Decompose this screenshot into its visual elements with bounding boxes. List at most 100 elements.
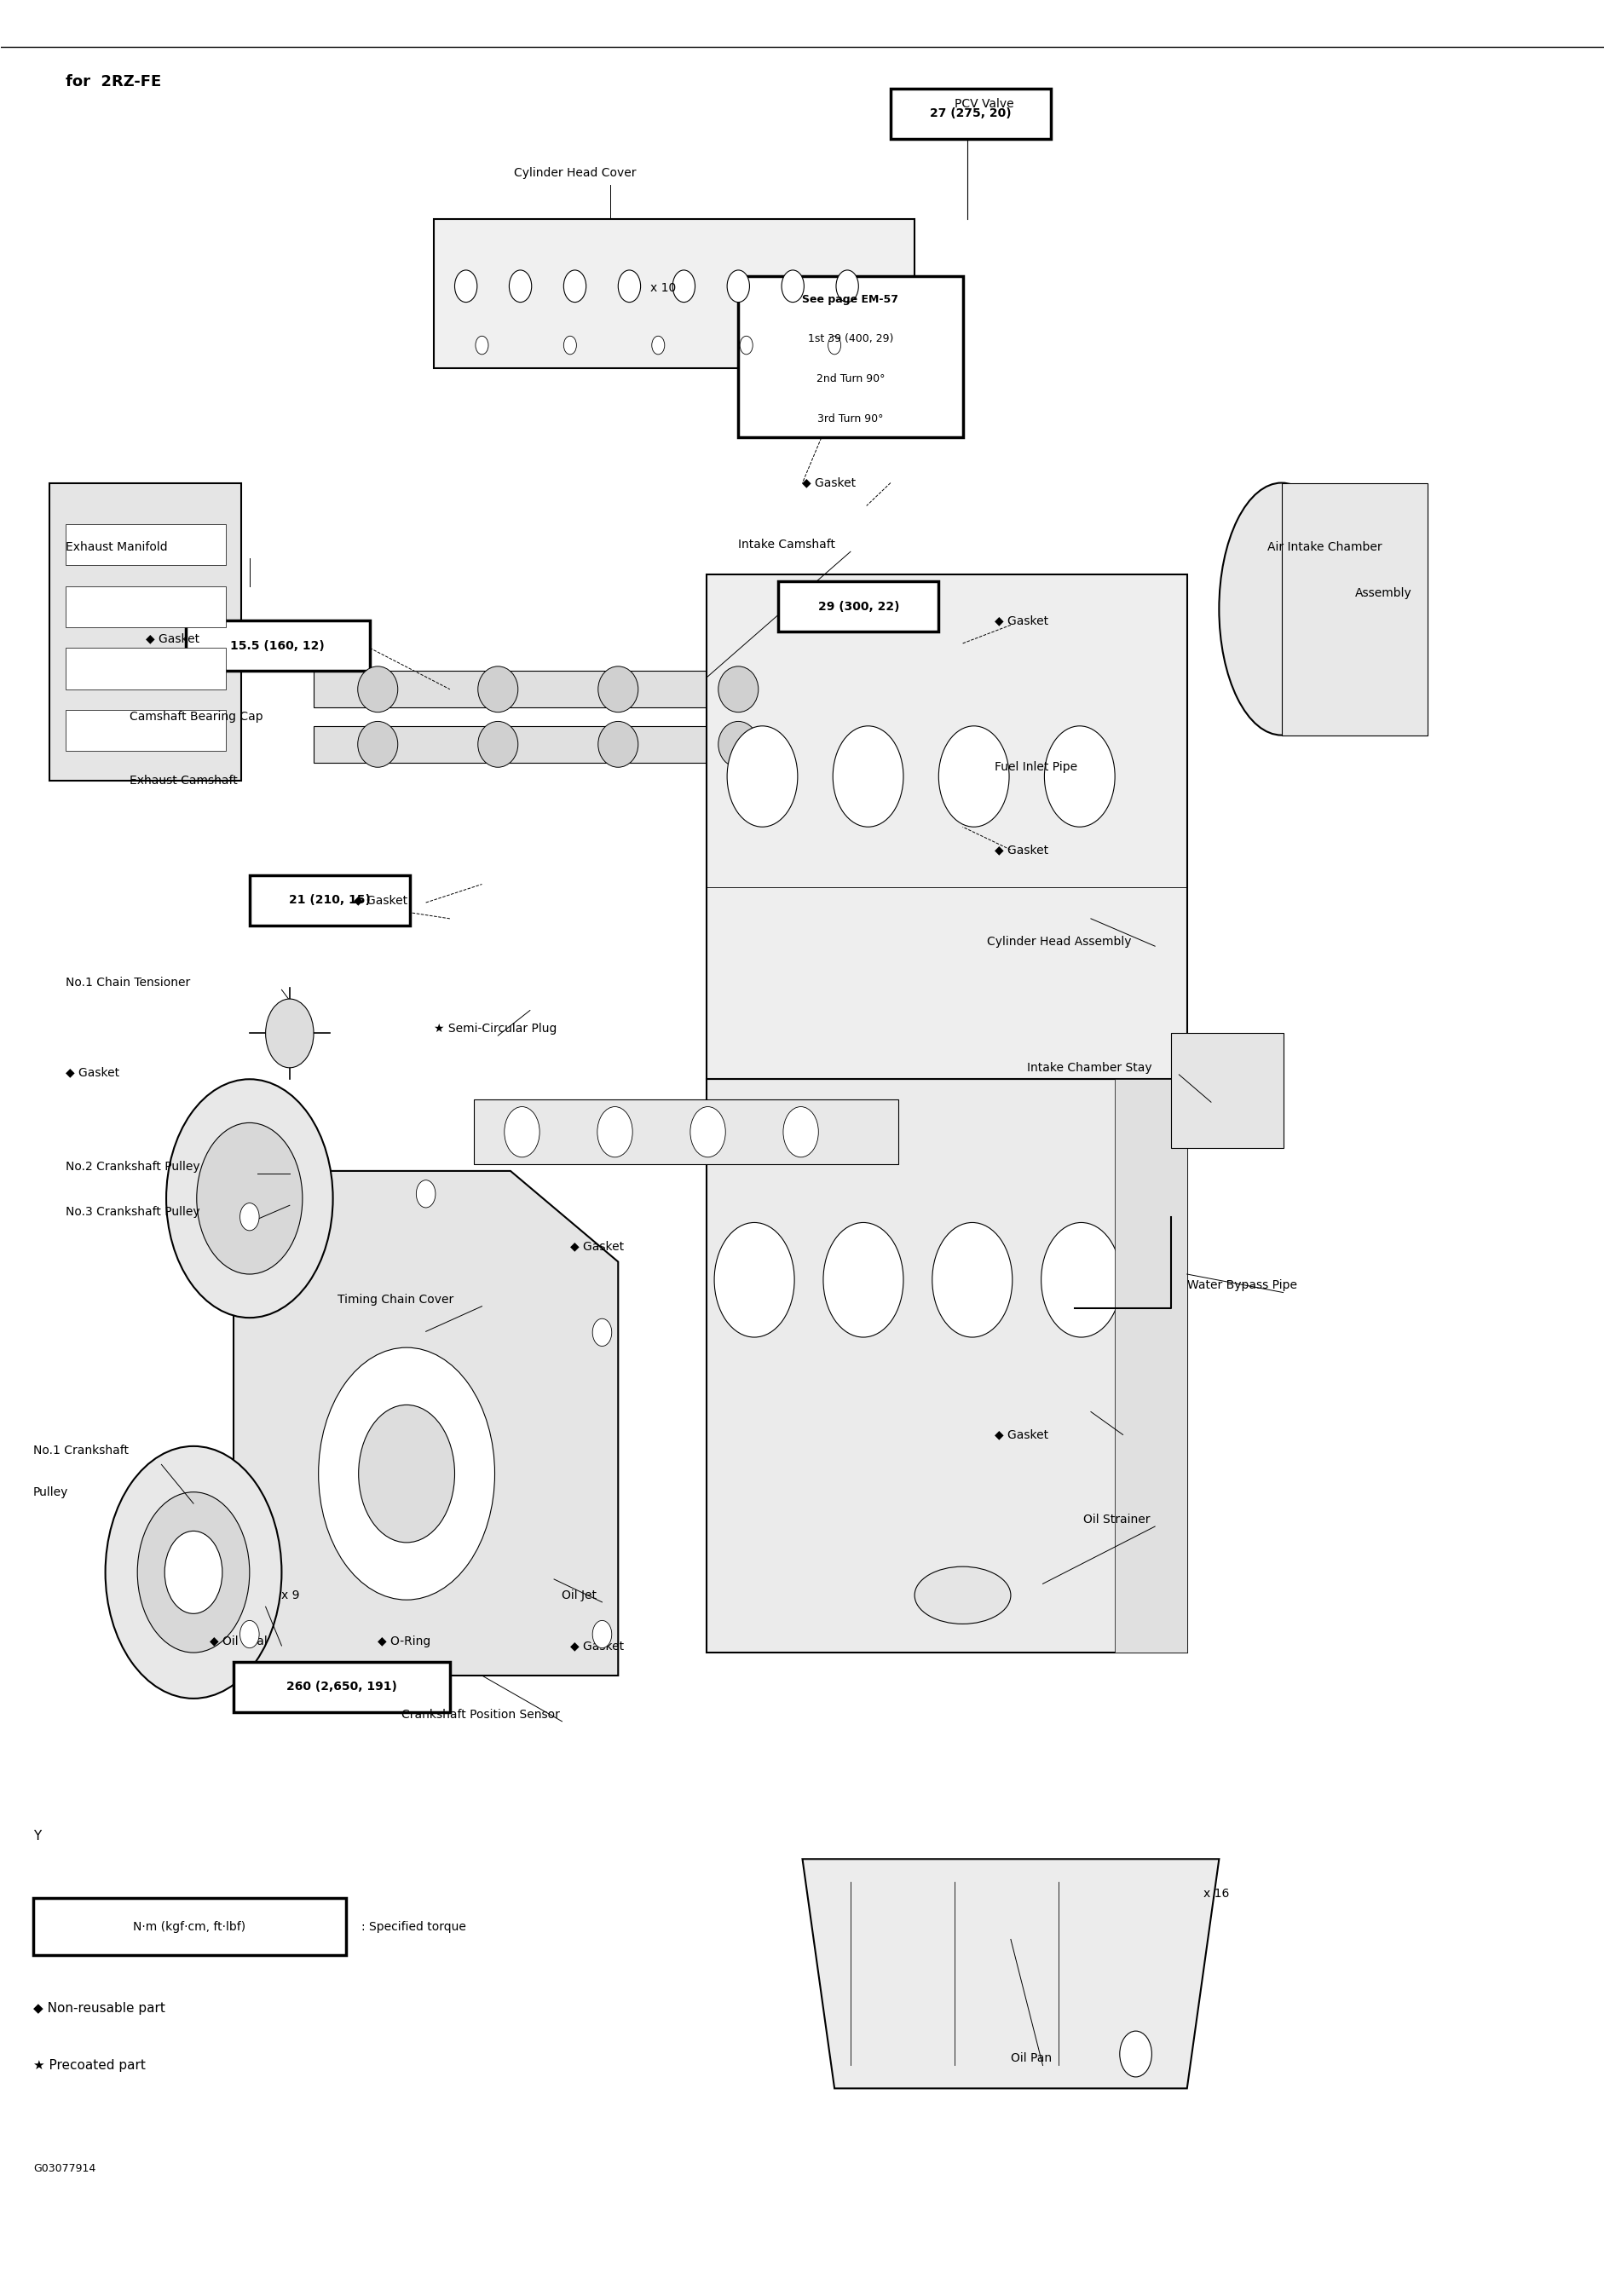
Circle shape [318,1348,494,1600]
Text: : Specified torque: : Specified torque [361,1922,467,1933]
Text: Air Intake Chamber: Air Intake Chamber [1267,542,1381,553]
Text: Crankshaft Position Sensor: Crankshaft Position Sensor [401,1708,560,1720]
Bar [433,218,914,367]
Text: ◆ Gasket: ◆ Gasket [994,615,1047,627]
Circle shape [836,271,858,303]
Circle shape [828,335,840,354]
Bar [234,1662,449,1713]
Circle shape [727,726,797,827]
Bar [250,875,409,925]
Circle shape [592,1621,611,1649]
Text: x 10: x 10 [650,282,675,294]
Text: ★ Semi-Circular Plug: ★ Semi-Circular Plug [433,1022,557,1035]
Circle shape [727,271,749,303]
Circle shape [781,271,804,303]
Circle shape [563,271,585,303]
Circle shape [783,1107,818,1157]
Polygon shape [234,1171,618,1676]
Text: ◆ Gasket: ◆ Gasket [353,895,407,907]
Ellipse shape [1219,482,1344,735]
Circle shape [592,1318,611,1345]
Text: See page EM-57: See page EM-57 [802,294,898,305]
Ellipse shape [719,666,759,712]
Text: Intake Camshaft: Intake Camshaft [738,540,836,551]
Text: Oil Strainer: Oil Strainer [1083,1513,1148,1525]
Circle shape [415,1180,435,1208]
Circle shape [739,335,752,354]
Text: for  2RZ-FE: for 2RZ-FE [66,73,160,90]
Text: Y: Y [34,1830,42,1841]
Text: No.1 Chain Tensioner: No.1 Chain Tensioner [66,976,189,990]
Circle shape [265,999,313,1068]
Text: ◆ O-Ring: ◆ O-Ring [377,1635,430,1646]
Polygon shape [802,1860,1219,2089]
Text: G03077914: G03077914 [34,2163,96,2174]
Bar [66,585,226,627]
Bar [738,276,962,436]
Circle shape [932,1221,1012,1336]
Text: No.3 Crankshaft Pulley: No.3 Crankshaft Pulley [66,1205,199,1219]
Circle shape [1120,2032,1152,2078]
Text: 1st 39 (400, 29): 1st 39 (400, 29) [807,333,893,344]
Text: ◆ Non-reusable part: ◆ Non-reusable part [34,2002,165,2014]
Bar [66,523,226,565]
Circle shape [241,1203,260,1231]
Text: 29 (300, 22): 29 (300, 22) [818,602,898,613]
Bar [1115,1079,1187,1653]
Circle shape [938,726,1009,827]
Ellipse shape [478,721,518,767]
Text: ◆ Oil Seal: ◆ Oil Seal [210,1635,268,1646]
Text: x 16: x 16 [1203,1887,1229,1899]
Text: Cylinder Head Assembly: Cylinder Head Assembly [986,934,1131,948]
Text: ◆ Gasket: ◆ Gasket [66,1065,119,1079]
Text: 15.5 (160, 12): 15.5 (160, 12) [231,641,324,652]
Text: 2nd Turn 90°: 2nd Turn 90° [816,374,884,383]
Text: 260 (2,650, 191): 260 (2,650, 191) [286,1681,396,1692]
Text: ◆ Gasket: ◆ Gasket [569,1639,624,1651]
Bar [1282,482,1426,735]
Ellipse shape [719,721,759,767]
Text: Timing Chain Cover: Timing Chain Cover [337,1293,454,1306]
Circle shape [197,1123,302,1274]
Circle shape [475,335,488,354]
Circle shape [138,1492,250,1653]
Circle shape [241,1621,260,1649]
Text: PCV Valve: PCV Valve [954,99,1014,110]
Ellipse shape [358,721,398,767]
Text: ◆ Gasket: ◆ Gasket [146,634,199,645]
Text: Cylinder Head Cover: Cylinder Head Cover [513,168,635,179]
Text: x 9: x 9 [281,1589,300,1600]
Circle shape [508,271,531,303]
Bar [313,670,866,707]
Circle shape [618,271,640,303]
Bar [66,647,226,689]
Ellipse shape [598,666,638,712]
Text: No.1 Crankshaft: No.1 Crankshaft [34,1444,128,1456]
Circle shape [504,1107,539,1157]
Text: N·m (kgf·cm, ft·lbf): N·m (kgf·cm, ft·lbf) [133,1922,245,1933]
Bar [1171,1033,1283,1148]
Text: 21 (210, 15): 21 (210, 15) [289,895,371,907]
Circle shape [1044,726,1115,827]
Circle shape [597,1107,632,1157]
Ellipse shape [478,666,518,712]
Text: No.2 Crankshaft Pulley: No.2 Crankshaft Pulley [66,1159,199,1173]
Circle shape [563,335,576,354]
Text: ◆ Gasket: ◆ Gasket [994,1428,1047,1440]
Text: Water Bypass Pipe: Water Bypass Pipe [1187,1279,1296,1293]
Bar [313,726,866,762]
Circle shape [165,1531,223,1614]
Text: ★ Precoated part: ★ Precoated part [34,2060,146,2071]
Bar [50,482,242,781]
Circle shape [106,1446,281,1699]
Text: Assembly: Assembly [1354,588,1412,599]
Bar [890,87,1051,138]
Bar [66,709,226,751]
Circle shape [672,271,695,303]
Circle shape [454,271,476,303]
Circle shape [1041,1221,1121,1336]
Circle shape [823,1221,903,1336]
Text: ◆ Gasket: ◆ Gasket [802,478,857,489]
Bar [706,574,1187,1079]
Circle shape [167,1079,332,1318]
